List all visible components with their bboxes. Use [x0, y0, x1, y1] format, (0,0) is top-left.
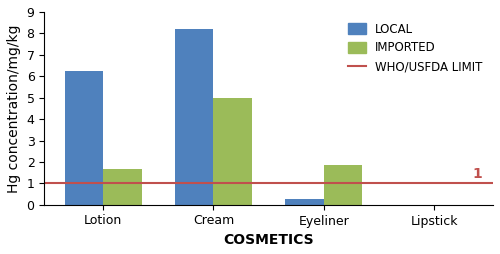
Bar [103, 169, 142, 205]
Text: 1: 1 [472, 167, 482, 181]
X-axis label: COSMETICS: COSMETICS [224, 233, 314, 247]
Y-axis label: Hg concentration/mg/kg: Hg concentration/mg/kg [7, 24, 21, 193]
Bar [324, 165, 362, 205]
Bar [64, 71, 103, 205]
Legend: LOCAL, IMPORTED, WHO/USFDA LIMIT: LOCAL, IMPORTED, WHO/USFDA LIMIT [343, 18, 487, 78]
Bar [175, 29, 214, 205]
Bar [214, 98, 252, 205]
Bar [285, 199, 324, 205]
